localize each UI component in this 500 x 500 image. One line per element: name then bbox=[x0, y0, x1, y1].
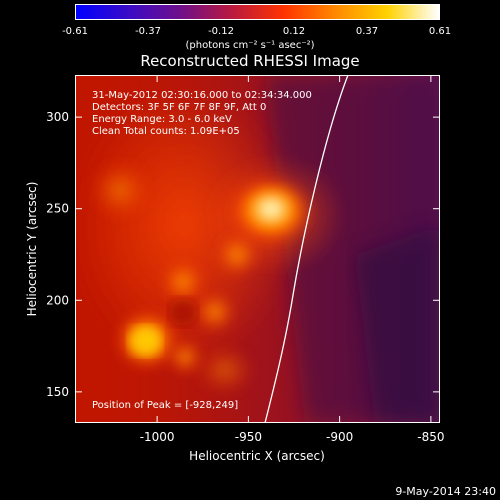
y-tick-label: 200 bbox=[46, 293, 69, 307]
peak-position-label: Position of Peak = [-928,249] bbox=[92, 400, 238, 411]
energy-range-label: Energy Range: 3.0 - 6.0 keV bbox=[92, 114, 232, 125]
x-tick-label: -900 bbox=[326, 430, 353, 444]
y-axis-label: Heliocentric Y (arcsec) bbox=[25, 182, 39, 317]
colorbar-tick-label: -0.37 bbox=[135, 26, 161, 37]
x-axis-label: Heliocentric X (arcsec) bbox=[189, 449, 325, 463]
y-tick-label: 150 bbox=[46, 385, 69, 399]
solar-limb bbox=[264, 75, 349, 423]
plot-frame bbox=[75, 75, 440, 423]
clean-counts-label: Clean Total counts: 1.09E+05 bbox=[92, 126, 240, 137]
footer-timestamp: 9-May-2014 23:40 bbox=[395, 485, 496, 498]
plot-title: Reconstructed RHESSI Image bbox=[140, 52, 360, 70]
y-tick-label: 300 bbox=[46, 110, 69, 124]
colorbar-units: (photons cm⁻² s⁻¹ asec⁻²) bbox=[185, 40, 315, 51]
y-axis-ticks: 150 200 250 300 bbox=[46, 110, 440, 399]
colorbar-tick-label: -0.12 bbox=[208, 26, 234, 37]
x-tick-label: -850 bbox=[417, 430, 444, 444]
x-tick-label: -950 bbox=[235, 430, 262, 444]
y-tick-label: 250 bbox=[46, 202, 69, 216]
colorbar-tick-label: 0.37 bbox=[355, 26, 379, 37]
colorbar-tick-label: -0.61 bbox=[62, 26, 88, 37]
time-range-label: 31-May-2012 02:30:16.000 to 02:34:34.000 bbox=[92, 90, 312, 101]
colorbar-tick-label: 0.12 bbox=[282, 26, 306, 37]
colorbar bbox=[75, 4, 440, 20]
detectors-label: Detectors: 3F 5F 6F 7F 8F 9F, Att 0 bbox=[92, 102, 266, 113]
colorbar-tick-label: 0.61 bbox=[428, 26, 452, 37]
x-tick-label: -1000 bbox=[140, 430, 175, 444]
solar-image: 31-May-2012 02:30:16.000 to 02:34:34.000… bbox=[75, 75, 440, 423]
x-axis-ticks: -1000 -950 -900 -850 bbox=[140, 75, 444, 444]
